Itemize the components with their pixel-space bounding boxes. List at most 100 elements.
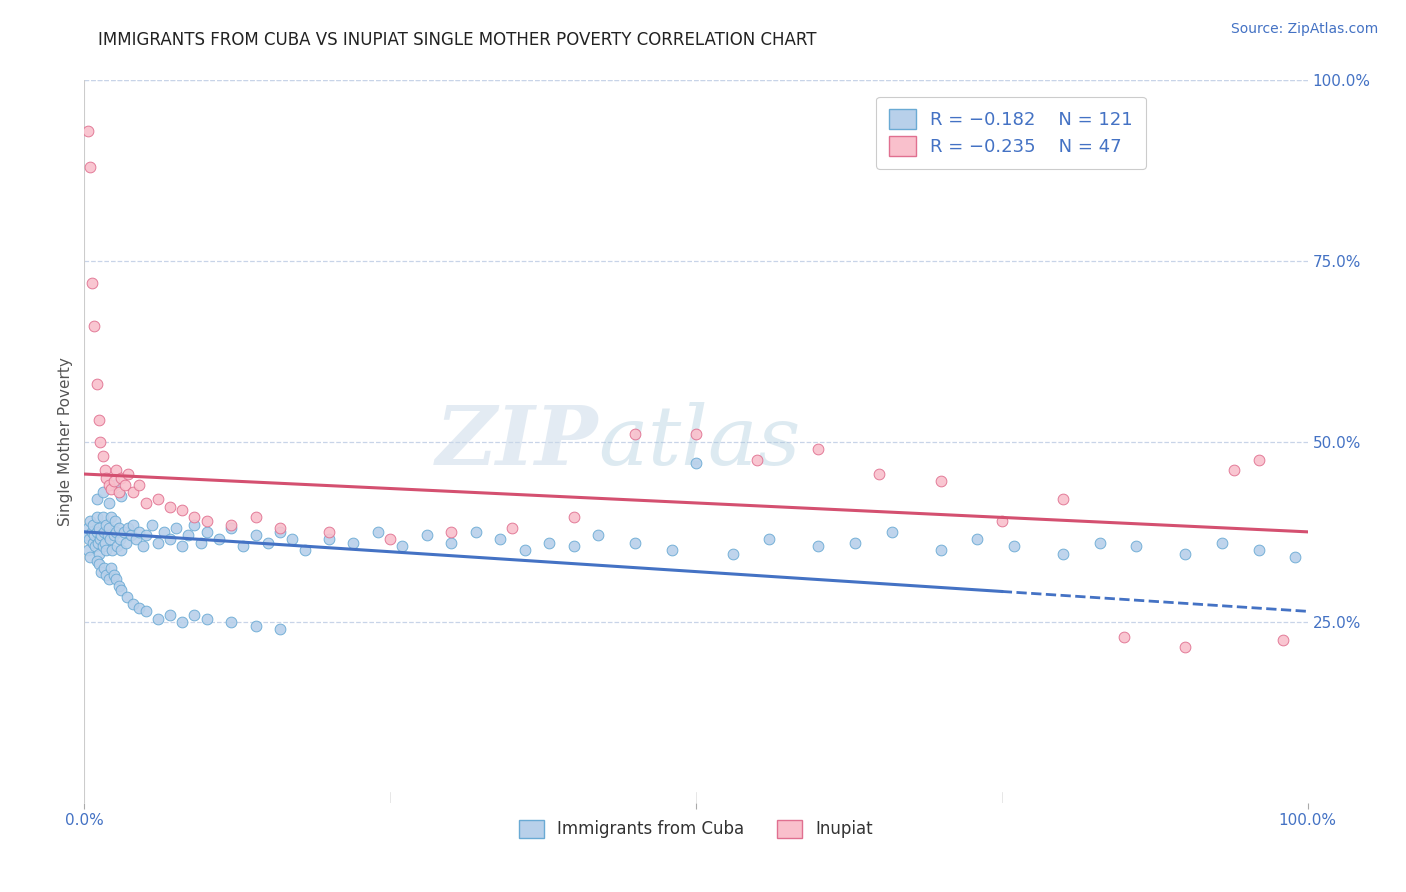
Point: [177, 528, 200, 542]
Point: [440, 535, 463, 549]
Point: [83, 528, 105, 542]
Point: [538, 535, 561, 549]
Point: [159, 532, 181, 546]
Point: [86, 376, 108, 391]
Point: [1174, 547, 1197, 561]
Point: [146, 535, 169, 549]
Point: [107, 579, 129, 593]
Point: [91, 510, 114, 524]
Point: [128, 600, 150, 615]
Point: [153, 524, 176, 539]
Point: [97, 521, 120, 535]
Point: [87, 413, 110, 427]
Point: [758, 532, 780, 546]
Point: [1272, 633, 1295, 648]
Point: [159, 607, 181, 622]
Point: [107, 485, 129, 500]
Point: [82, 517, 104, 532]
Point: [79, 160, 101, 174]
Point: [98, 532, 121, 546]
Point: [114, 478, 136, 492]
Point: [115, 590, 138, 604]
Point: [685, 456, 707, 470]
Point: [562, 539, 585, 553]
Point: [100, 561, 122, 575]
Point: [195, 524, 218, 539]
Point: [128, 524, 150, 539]
Point: [86, 492, 108, 507]
Text: atlas: atlas: [598, 401, 800, 482]
Point: [122, 597, 145, 611]
Point: [190, 535, 212, 549]
Point: [502, 521, 524, 535]
Text: ZIP: ZIP: [436, 401, 598, 482]
Point: [183, 510, 205, 524]
Point: [105, 572, 128, 586]
Point: [380, 532, 402, 546]
Point: [318, 524, 340, 539]
Point: [135, 496, 157, 510]
Point: [135, 604, 157, 618]
Point: [103, 568, 125, 582]
Point: [96, 542, 118, 557]
Point: [117, 521, 139, 535]
Point: [513, 542, 536, 557]
Point: [1174, 640, 1197, 655]
Point: [128, 478, 150, 492]
Point: [83, 318, 105, 333]
Point: [624, 427, 647, 442]
Point: [219, 517, 242, 532]
Point: [90, 565, 112, 579]
Point: [87, 558, 110, 572]
Point: [80, 276, 103, 290]
Point: [807, 442, 830, 456]
Point: [105, 463, 128, 477]
Point: [489, 532, 512, 546]
Point: [1247, 542, 1270, 557]
Point: [172, 539, 194, 553]
Point: [86, 510, 108, 524]
Point: [122, 517, 145, 532]
Point: [1114, 630, 1136, 644]
Point: [104, 514, 127, 528]
Point: [232, 539, 254, 553]
Point: [1125, 539, 1147, 553]
Legend: Immigrants from Cuba, Inupiat: Immigrants from Cuba, Inupiat: [512, 813, 880, 845]
Point: [96, 470, 118, 484]
Point: [146, 492, 169, 507]
Point: [245, 510, 267, 524]
Point: [135, 528, 157, 542]
Point: [219, 615, 242, 630]
Point: [93, 561, 115, 575]
Point: [183, 607, 205, 622]
Point: [257, 535, 280, 549]
Point: [103, 528, 125, 542]
Point: [624, 535, 647, 549]
Point: [76, 528, 98, 542]
Point: [110, 470, 132, 484]
Point: [269, 623, 291, 637]
Point: [110, 489, 132, 503]
Point: [87, 535, 110, 549]
Point: [880, 524, 903, 539]
Point: [1088, 535, 1111, 549]
Point: [172, 615, 194, 630]
Point: [105, 539, 128, 553]
Point: [97, 496, 120, 510]
Point: [269, 521, 291, 535]
Point: [77, 532, 100, 546]
Point: [165, 521, 187, 535]
Point: [586, 528, 609, 542]
Point: [929, 542, 952, 557]
Point: [89, 434, 111, 449]
Point: [86, 524, 108, 539]
Point: [807, 539, 830, 553]
Point: [141, 517, 163, 532]
Point: [146, 611, 169, 625]
Point: [112, 524, 135, 539]
Point: [97, 572, 120, 586]
Point: [77, 124, 100, 138]
Point: [105, 524, 128, 539]
Point: [77, 521, 100, 535]
Point: [219, 521, 242, 535]
